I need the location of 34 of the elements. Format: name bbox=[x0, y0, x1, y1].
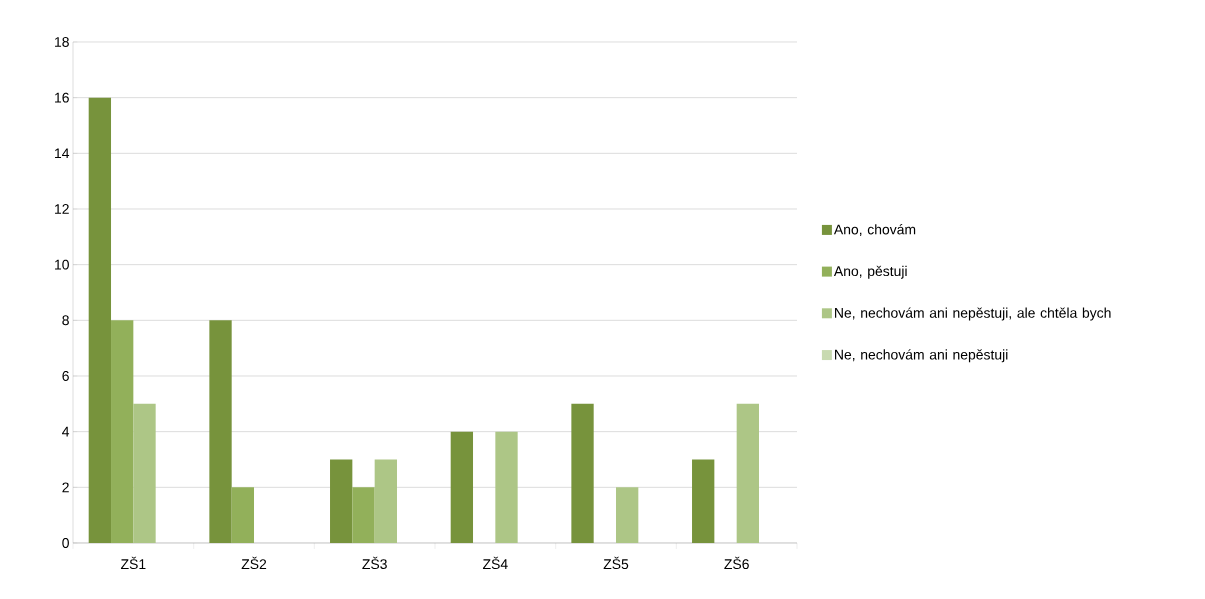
bar bbox=[495, 431, 518, 543]
y-tick-label: 2 bbox=[62, 482, 69, 493]
bar bbox=[571, 403, 594, 543]
x-tick-label: ZŠ4 bbox=[482, 556, 508, 570]
bar bbox=[231, 487, 255, 543]
legend-label: Ne, nechovám ani nepěstuji, ale chtěla bych bbox=[835, 307, 1111, 321]
legend-label: Ano, pěstuji bbox=[833, 265, 907, 279]
bar bbox=[133, 403, 156, 543]
bar bbox=[450, 431, 474, 543]
x-tick-label: ZŠ6 bbox=[724, 556, 749, 570]
bar bbox=[616, 487, 639, 543]
x-tick-label: ZŠ2 bbox=[241, 556, 267, 570]
y-tick-label: 6 bbox=[62, 371, 69, 381]
bar bbox=[88, 97, 112, 543]
y-tick-label: 18 bbox=[55, 37, 69, 47]
y-tick-label: 16 bbox=[55, 92, 69, 103]
y-tick-label: 14 bbox=[55, 148, 70, 159]
y-tick-label: 12 bbox=[55, 204, 69, 214]
legend-label: Ano, chovám bbox=[833, 224, 916, 237]
legend-label: Ne, nechovám ani nepěstuji bbox=[835, 349, 1008, 363]
bar bbox=[692, 459, 715, 543]
bar bbox=[209, 320, 232, 543]
y-tick-label: 0 bbox=[62, 538, 69, 548]
x-tick-label: ZŠ5 bbox=[603, 556, 629, 570]
bar bbox=[736, 403, 759, 543]
y-tick-label: 10 bbox=[55, 259, 69, 270]
bar bbox=[330, 459, 353, 543]
y-tick-label: 4 bbox=[62, 426, 70, 437]
bar bbox=[374, 459, 397, 543]
x-tick-label: ZŠ3 bbox=[362, 556, 387, 570]
bar bbox=[352, 487, 375, 543]
bar bbox=[111, 320, 134, 543]
y-tick-label: 8 bbox=[62, 315, 69, 326]
x-tick-label: ZŠ1 bbox=[120, 556, 146, 570]
